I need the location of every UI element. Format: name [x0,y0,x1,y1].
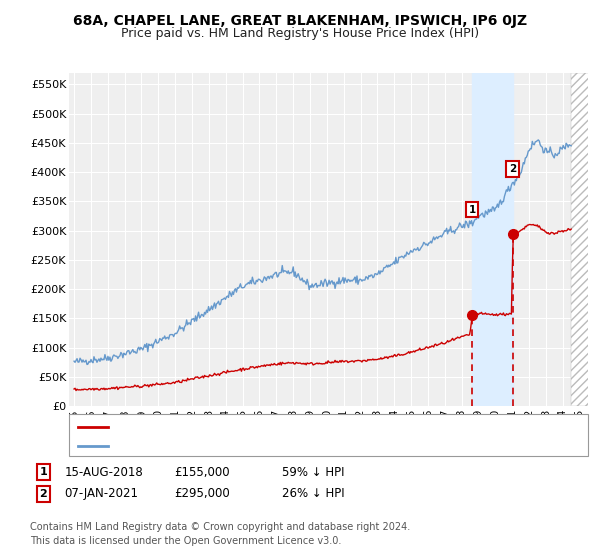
Text: 15-AUG-2018: 15-AUG-2018 [64,465,143,479]
Text: 68A, CHAPEL LANE, GREAT BLAKENHAM, IPSWICH, IP6 0JZ: 68A, CHAPEL LANE, GREAT BLAKENHAM, IPSWI… [73,14,527,28]
Text: 68A, CHAPEL LANE, GREAT BLAKENHAM, IPSWICH, IP6 0JZ (detached house): 68A, CHAPEL LANE, GREAT BLAKENHAM, IPSWI… [114,422,510,432]
Text: Price paid vs. HM Land Registry's House Price Index (HPI): Price paid vs. HM Land Registry's House … [121,27,479,40]
Text: 1: 1 [40,467,47,477]
Text: 2: 2 [40,489,47,499]
Text: £295,000: £295,000 [174,487,230,501]
Text: Contains HM Land Registry data © Crown copyright and database right 2024.
This d: Contains HM Land Registry data © Crown c… [30,522,410,546]
Text: 26% ↓ HPI: 26% ↓ HPI [282,487,344,501]
Text: £155,000: £155,000 [174,465,230,479]
Text: 1: 1 [469,204,476,214]
Bar [571,73,596,406]
Text: 2: 2 [509,164,516,174]
Text: HPI: Average price, detached house, Mid Suffolk: HPI: Average price, detached house, Mid … [114,441,365,451]
Text: 07-JAN-2021: 07-JAN-2021 [64,487,138,501]
Text: 59% ↓ HPI: 59% ↓ HPI [282,465,344,479]
Bar [472,73,512,406]
